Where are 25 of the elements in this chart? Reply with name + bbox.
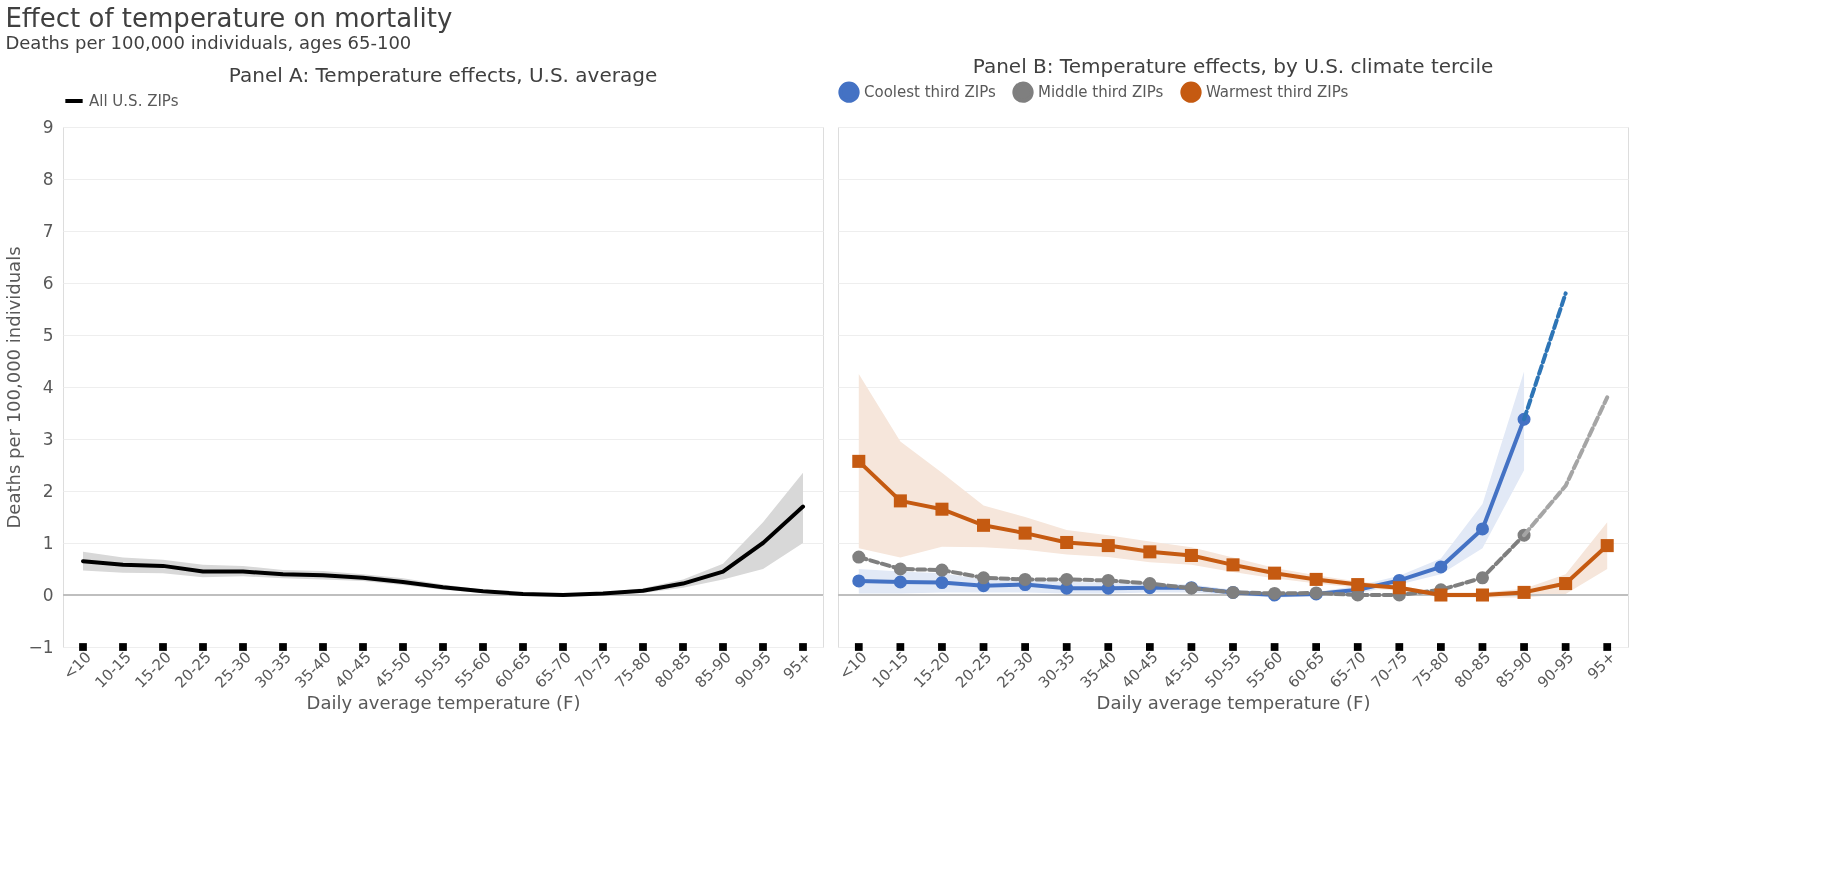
x-axis-title: Daily average temperature (F) [306,691,581,713]
text: Panel B: Temperature effects, by U.S. climate tercile [972,54,1494,78]
legend-label: All U.S. ZIPs [89,92,179,110]
y-tick-label: 4 [42,376,54,397]
x-tick-label: <10 [59,648,95,684]
chart-title: Effect of temperature on mortality [5,2,453,33]
y-tick-label: 8 [42,168,54,189]
text: Panel A: Temperature effects, U.S. average [228,63,658,87]
y-tick-label: 7 [42,220,54,241]
legend-label: Coolest third ZIPs [864,83,996,102]
y-tick-label: 0 [42,584,54,605]
y-tick-label: 5 [42,324,54,345]
legend-label: Warmest third ZIPs [1206,83,1349,102]
x-tick-label: 95+ [1583,648,1620,684]
y-tick-label: 1 [42,532,54,553]
x-tick-label: 95+ [779,648,815,684]
y-tick-label: 2 [42,480,54,501]
y-tick-label: 3 [42,428,54,449]
y-tick-label: −1 [28,636,54,657]
x-axis-title: Daily average temperature (F) [1096,691,1371,713]
legend-label: Middle third ZIPs [1038,83,1164,102]
y-tick-label: 9 [42,116,54,137]
y-tick-label: 6 [42,272,54,293]
y-axis-title: Deaths per 100,000 individuals [3,246,25,529]
x-tick-label: <10 [835,648,871,684]
